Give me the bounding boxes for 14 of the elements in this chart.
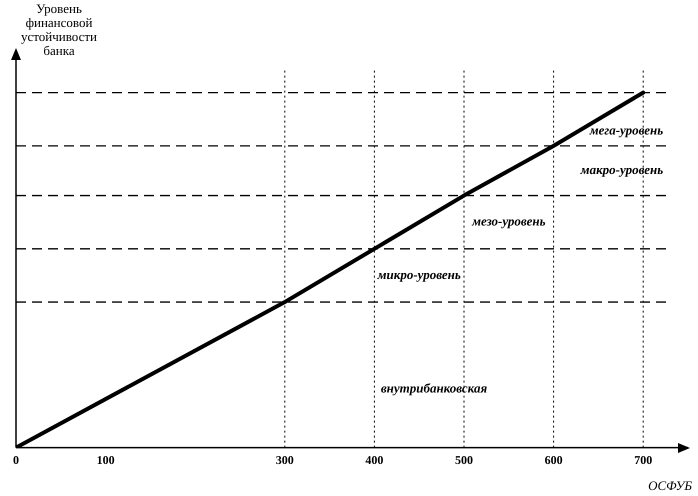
x-tick-label: 400 [365,452,384,467]
x-axis-title: ОСФУБ [648,478,692,494]
annotation: макро-уровень [580,162,664,178]
x-tick-label: 500 [455,452,473,467]
x-tick-label: 600 [544,452,563,467]
x-tick-label: 0 [13,452,19,467]
x-tick-label: 300 [276,452,294,467]
annotation: мега-уровень [588,122,664,138]
annotation: внутрибанковская [380,380,488,396]
annotation: микро-уровень [376,266,461,282]
x-tick-label: 100 [96,452,115,467]
y-axis-title: Уровень финансовой устойчивости банка [20,1,98,58]
x-tick-label: 700 [634,452,652,467]
annotation: мезо-уровень [471,214,546,229]
